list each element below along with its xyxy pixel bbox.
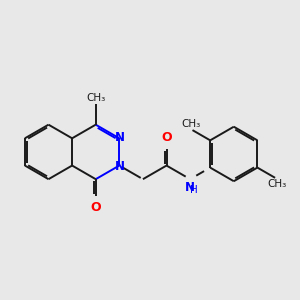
Text: N: N [185, 181, 195, 194]
Text: H: H [190, 185, 198, 195]
Text: CH₃: CH₃ [181, 119, 200, 129]
Text: O: O [161, 131, 172, 144]
Text: CH₃: CH₃ [267, 179, 286, 189]
Text: O: O [90, 201, 101, 214]
Text: CH₃: CH₃ [86, 93, 105, 103]
Text: N: N [115, 131, 125, 144]
Text: N: N [115, 160, 125, 173]
